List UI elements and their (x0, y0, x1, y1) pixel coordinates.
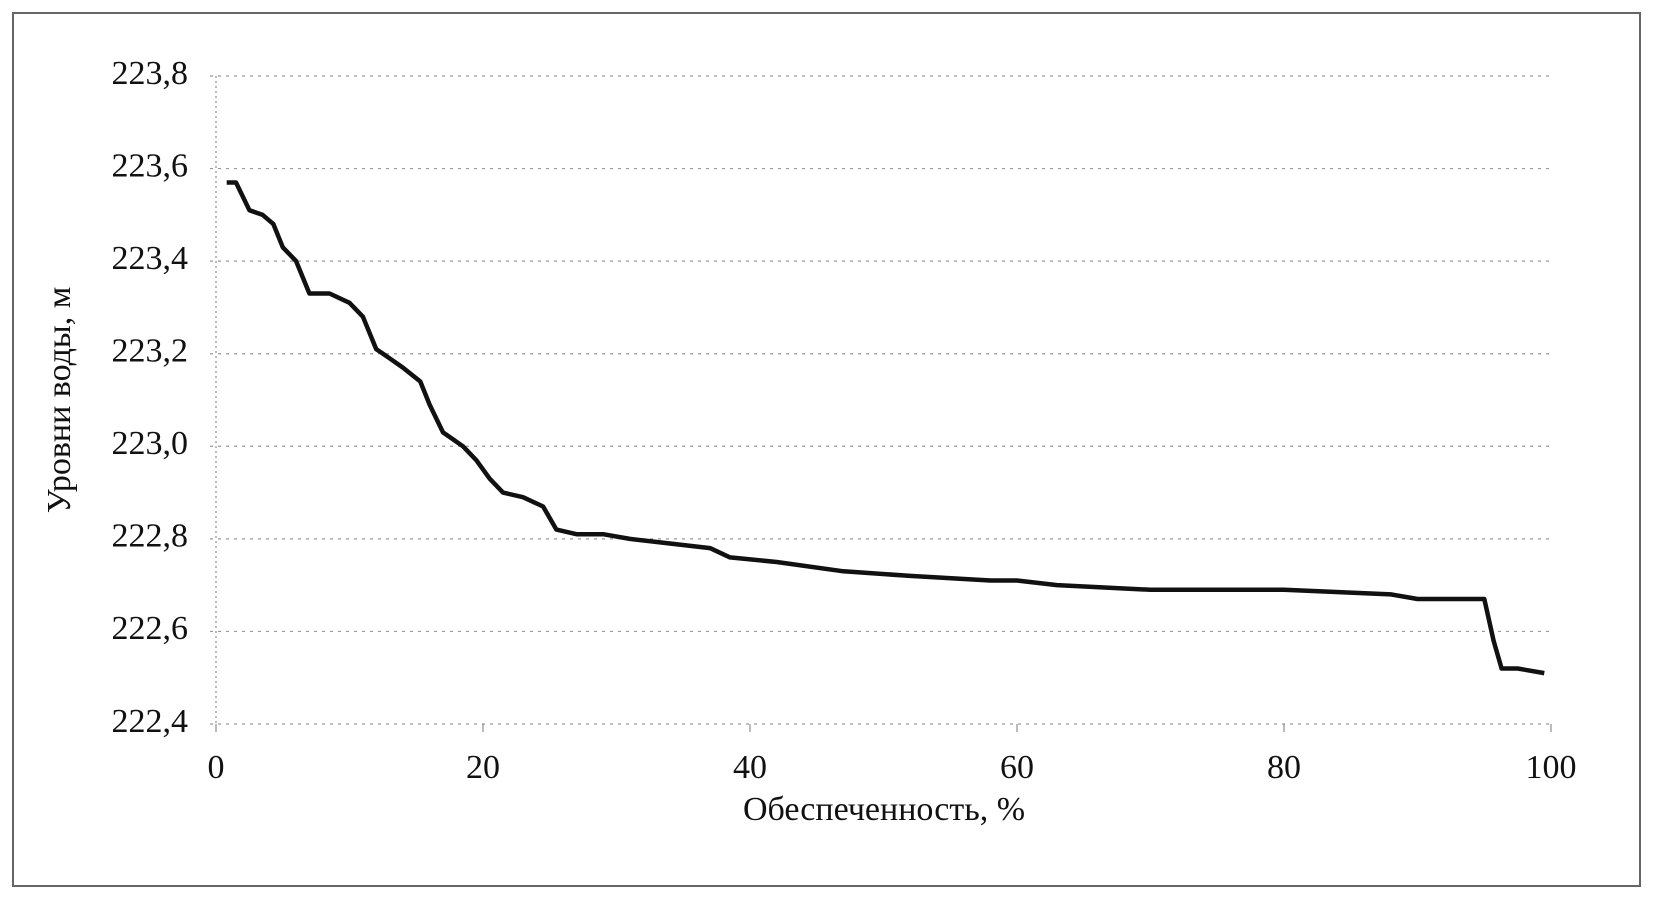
x-tick-label: 80 (1267, 749, 1301, 786)
y-tick-label: 222,6 (112, 610, 189, 647)
x-tick-label: 20 (466, 749, 500, 786)
y-tick-label: 223,2 (112, 333, 189, 370)
data-line (226, 180, 1545, 676)
y-tick-label: 222,4 (112, 703, 189, 740)
y-axis-label: Уровни воды, м (41, 287, 78, 514)
y-tick-label: 223,0 (112, 425, 189, 462)
x-tick-label: 40 (733, 749, 767, 786)
y-tick-label: 223,4 (112, 240, 189, 277)
x-tick-label: 100 (1526, 749, 1577, 786)
x-tick-label: 60 (1000, 749, 1034, 786)
y-tick-label: 223,6 (112, 147, 189, 184)
x-tick-label: 0 (208, 749, 225, 786)
y-tick-label: 223,8 (112, 55, 189, 92)
x-axis-label: Обеспеченность, % (743, 791, 1025, 828)
chart-frame (12, 12, 1641, 887)
y-tick-label: 222,8 (112, 518, 189, 555)
